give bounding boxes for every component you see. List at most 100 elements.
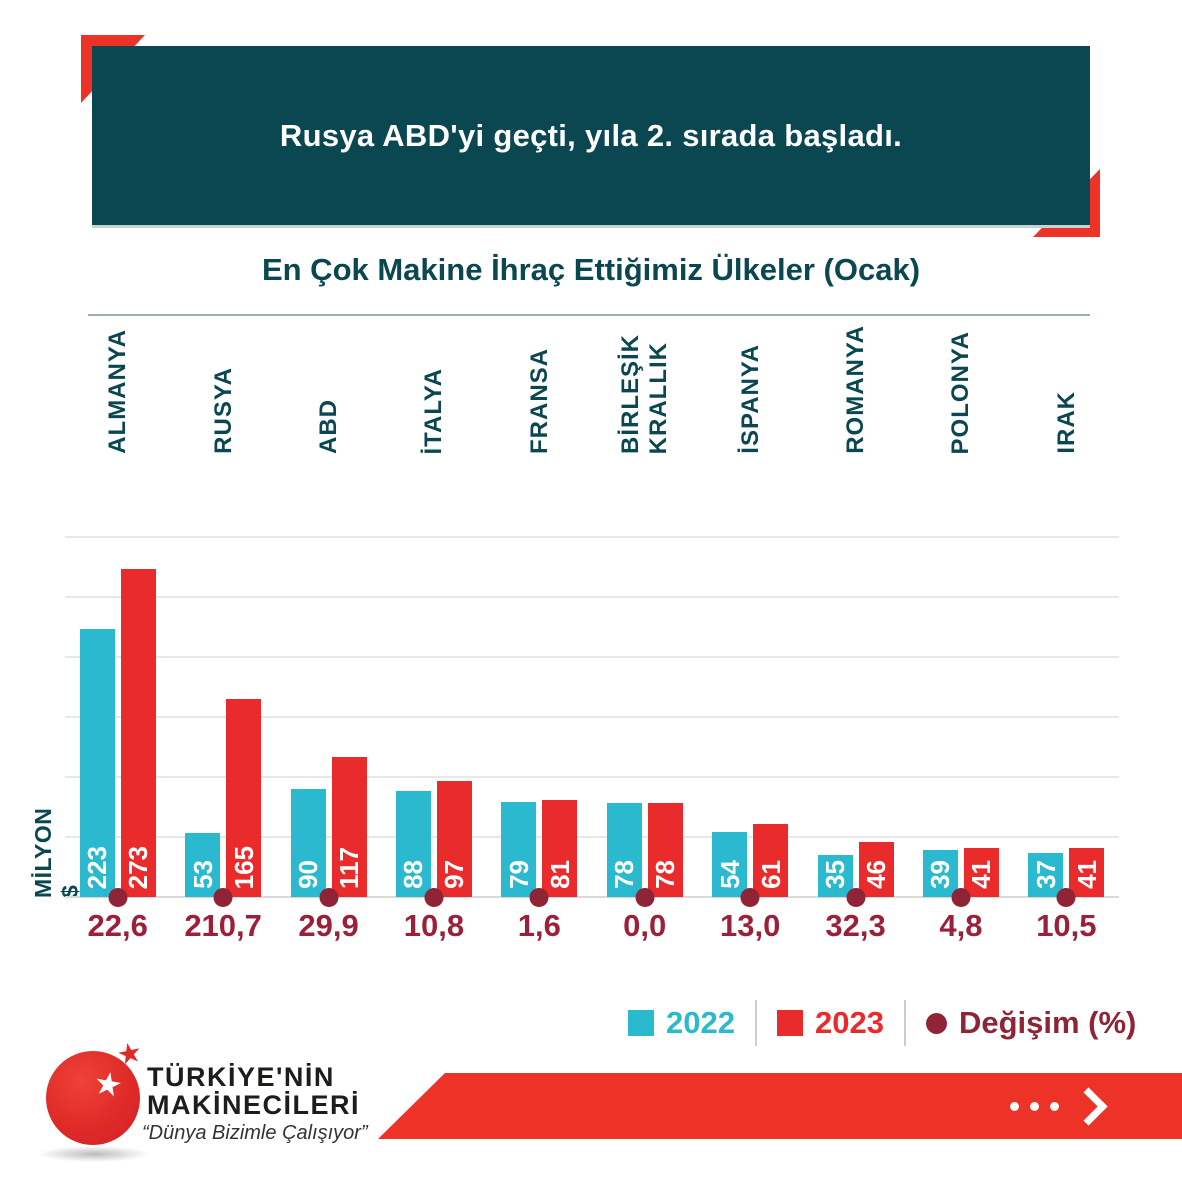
bar-2023: 41 — [963, 847, 999, 897]
change-dot-icon — [740, 888, 760, 907]
category-label-word: RUSYA — [209, 367, 237, 454]
bar-2023: 273 — [120, 569, 156, 897]
category-label-word: IRAK — [1052, 391, 1080, 454]
subtitle-divider — [88, 314, 1090, 316]
gridline — [65, 656, 1119, 658]
ellipsis-dot-icon — [1050, 1101, 1059, 1111]
bar-2023: 165 — [226, 699, 262, 897]
legend-swatch-2023 — [776, 1010, 803, 1036]
bar-2023: 117 — [331, 756, 367, 897]
change-dot-icon — [951, 888, 971, 907]
legend-divider — [754, 1000, 757, 1046]
category-label-word: İSPANYA — [736, 344, 764, 454]
bar-2022: 223 — [79, 629, 115, 897]
bar-columns: 223 273 53 165 90 117 88 97 79 81 78 78 54 61 35 46 39 41… — [65, 537, 1119, 907]
bar-pair-bi̇rleşi̇k-krallik: 78 78 — [592, 537, 697, 907]
change-percent-label: 10,5 — [1036, 908, 1097, 943]
bar-value-label: 223 — [82, 845, 113, 889]
legend-divider — [903, 1000, 906, 1046]
bar-pair-polonya: 39 41 — [908, 537, 1013, 907]
bar-2023: 46 — [858, 841, 894, 897]
category-label-word: FRANSA — [525, 348, 553, 454]
star-icon-red: ★ — [113, 1035, 145, 1072]
bar-2022: 78 — [606, 803, 642, 897]
change-dot-icon — [213, 888, 233, 907]
change-dot-icon — [529, 888, 549, 907]
bar-2022: 54 — [712, 832, 748, 897]
change-percent-label: 0,0 — [623, 908, 667, 943]
gridline — [65, 596, 1119, 598]
change-percent-label: 22,6 — [87, 908, 148, 943]
bar-pair-i̇talya: 88 97 — [381, 537, 486, 907]
bar-pair-abd: 90 117 — [276, 537, 381, 907]
bar-value-label: 81 — [544, 860, 575, 889]
change-percent-label: 29,9 — [298, 908, 359, 943]
bar-2022: 79 — [501, 802, 537, 897]
brand-logo-circle — [46, 1051, 140, 1145]
legend-label-2022: 2022 — [666, 1005, 735, 1040]
category-label-word: ROMANYA — [841, 325, 869, 454]
footer-ribbon — [378, 1073, 1182, 1139]
bar-value-label: 39 — [925, 860, 956, 889]
legend-label-2023: 2023 — [814, 1005, 884, 1040]
bar-chart: 223 273 53 165 90 117 88 97 79 81 78 78 54 61 35 46 39 41… — [65, 536, 1119, 907]
category-label: ABD — [276, 336, 381, 454]
change-dot-icon — [1056, 888, 1076, 907]
category-label-word: BİRLEŞİK — [617, 333, 645, 454]
category-label: ROMANYA — [803, 325, 908, 454]
bar-2023: 41 — [1069, 847, 1105, 897]
bar-pair-romanya: 35 46 — [803, 537, 908, 907]
bar-2022: 37 — [1028, 852, 1064, 897]
bar-2023: 61 — [753, 823, 789, 897]
category-labels-row: ALMANYA RUSYA ABD İTALYA FRANSA BİRLEŞİK KRALL… — [65, 325, 1119, 454]
bar-value-label: 165 — [228, 845, 259, 889]
bar-2022: 88 — [395, 791, 431, 897]
bar-value-label: 41 — [1071, 860, 1102, 889]
category-label: İSPANYA — [697, 336, 802, 454]
category-label: RUSYA — [170, 336, 275, 454]
brand-tagline: “Dünya Bizimle Çalışıyor” — [142, 1122, 368, 1144]
legend-label-change: Değişim (%) — [958, 1005, 1137, 1040]
category-label: IRAK — [1014, 336, 1119, 454]
gridline — [65, 536, 1119, 538]
bar-value-label: 97 — [439, 860, 470, 889]
bar-2022: 39 — [922, 850, 958, 897]
legend: 2022 2023 Değişim (%) — [628, 1000, 1136, 1046]
gridline — [65, 896, 1119, 898]
brand-name-line1: TÜRKİYE'NİN — [147, 1062, 335, 1092]
bar-value-label: 54 — [714, 860, 745, 889]
change-dot-icon — [846, 888, 866, 907]
category-label: İTALYA — [381, 336, 486, 454]
title-banner: Rusya ABD'yi geçti, yıla 2. sırada başla… — [92, 46, 1090, 228]
bar-pair-fransa: 79 81 — [487, 537, 592, 907]
gridline — [65, 776, 1119, 778]
gridline — [65, 716, 1119, 718]
bar-pair-i̇spanya: 54 61 — [697, 537, 802, 907]
bar-2022: 53 — [185, 833, 221, 897]
bar-value-label: 78 — [609, 860, 640, 889]
bar-value-label: 79 — [503, 860, 534, 889]
category-label-word: İTALYA — [420, 367, 448, 454]
page-title: Rusya ABD'yi geçti, yıla 2. sırada başla… — [279, 117, 903, 153]
bar-value-label: 88 — [398, 860, 429, 889]
bar-value-label: 37 — [1030, 860, 1061, 889]
bar-value-label: 78 — [650, 860, 681, 889]
bar-value-label: 53 — [187, 860, 218, 889]
logo-shadow — [38, 1146, 150, 1162]
category-label-word: POLONYA — [947, 330, 975, 454]
category-label-word: ABD — [314, 399, 342, 454]
bar-pair-almanya: 223 273 — [65, 537, 170, 907]
change-dot-icon — [319, 888, 339, 907]
bar-pair-irak: 37 41 — [1014, 537, 1119, 907]
ellipsis-dot-icon — [1030, 1101, 1039, 1111]
bar-value-label: 117 — [334, 847, 365, 889]
category-label: POLONYA — [908, 331, 1013, 454]
legend-swatch-2022 — [628, 1010, 654, 1036]
bar-value-label: 41 — [966, 860, 997, 889]
arrow-right-icon[interactable] — [1069, 1086, 1108, 1126]
bar-value-label: 90 — [293, 860, 324, 889]
ellipsis-dot-icon — [1010, 1101, 1019, 1111]
bar-value-label: 35 — [820, 860, 851, 889]
change-percent-label: 10,8 — [403, 908, 465, 943]
